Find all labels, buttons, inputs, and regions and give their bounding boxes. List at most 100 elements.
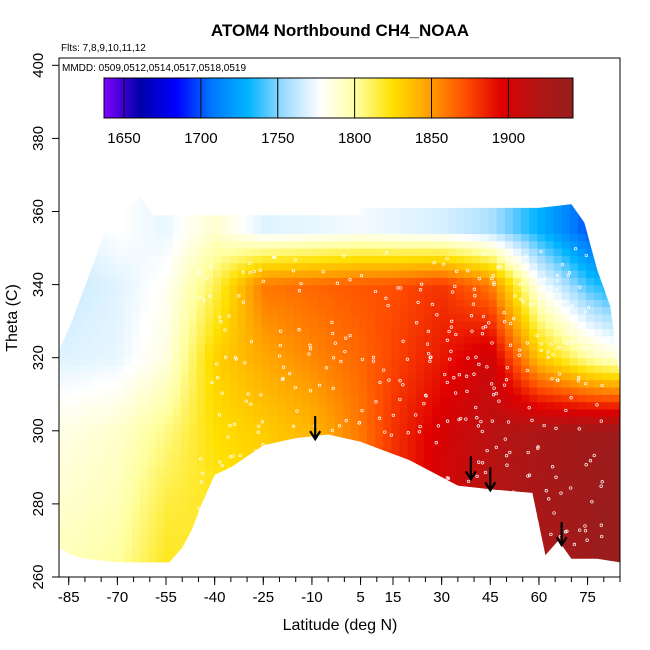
colorbar: 1650 1700 1750 1800 1850 1900 [103, 77, 574, 147]
heat-cell [253, 555, 263, 563]
observation-point [210, 380, 214, 385]
heat-cell [496, 401, 506, 410]
heat-cell [148, 211, 157, 220]
heat-cell [407, 204, 417, 213]
heat-cell [115, 438, 125, 447]
heat-cell [164, 489, 174, 498]
heat-cell [59, 438, 68, 447]
heat-cell [431, 321, 441, 330]
heat-cell [407, 467, 417, 476]
heat-cell [569, 423, 579, 432]
heat-cell [553, 277, 563, 286]
heat-cell [431, 452, 441, 461]
heat-cell [140, 481, 149, 490]
heat-cell [504, 540, 514, 549]
heat-cell [123, 357, 133, 366]
heat-cell [577, 233, 587, 242]
heat-cell [83, 416, 93, 425]
heat-cell [472, 350, 482, 359]
heat-cell [350, 218, 360, 227]
heat-cell [561, 474, 571, 483]
heat-cell [156, 226, 165, 235]
heat-cell [504, 511, 514, 520]
heat-cell [350, 328, 360, 337]
heat-cell [188, 503, 198, 512]
heat-cell [67, 269, 76, 278]
x-tick-label: -85 [58, 589, 80, 606]
heat-cell [269, 372, 279, 381]
heat-cell [221, 555, 230, 563]
heat-cell [59, 262, 68, 271]
heat-cell [83, 284, 93, 293]
heat-cell [285, 233, 295, 242]
heat-cell [496, 211, 506, 220]
heat-cell [115, 408, 125, 417]
heat-cell [285, 379, 295, 388]
heat-cell [537, 386, 547, 395]
heat-cell [488, 248, 498, 256]
heat-cell [164, 226, 174, 235]
heat-cell [569, 269, 579, 278]
heat-cell [610, 306, 619, 315]
heat-cell [334, 196, 344, 205]
heat-cell [440, 489, 449, 498]
heat-cell [91, 321, 101, 330]
observation-point [402, 542, 406, 546]
heat-cell [399, 518, 409, 527]
heat-cell [383, 481, 392, 490]
heat-cell [204, 503, 214, 512]
heat-cell [358, 555, 368, 563]
heat-cell [172, 401, 182, 410]
observation-point [588, 459, 593, 463]
heat-cell [59, 211, 68, 220]
heat-cell [350, 467, 360, 476]
heat-cell [180, 365, 190, 373]
heat-cell [91, 226, 101, 235]
observation-point [567, 306, 572, 310]
heat-cell [383, 555, 392, 563]
heat-cell [610, 525, 619, 534]
heat-cell [59, 291, 68, 300]
heat-cell [99, 350, 109, 359]
heat-cell [383, 438, 392, 447]
heat-cell [221, 430, 230, 439]
heat-cell [391, 438, 401, 447]
observation-point [449, 349, 453, 353]
heat-cell [610, 401, 619, 410]
observation-point [232, 422, 237, 426]
heat-cell [448, 452, 457, 461]
heat-cell [375, 255, 384, 264]
heat-cell [577, 533, 587, 542]
heat-cell [285, 262, 295, 271]
heat-cell [529, 357, 538, 366]
observation-point [554, 475, 558, 479]
heat-cell [594, 211, 603, 220]
heat-cell [277, 240, 287, 249]
heat-cell [342, 365, 352, 373]
heat-cell [594, 438, 603, 447]
heat-cell [456, 321, 465, 330]
heat-cell [415, 386, 425, 395]
heat-cell [610, 196, 619, 205]
heat-cell [326, 306, 336, 315]
heat-cell [172, 467, 182, 476]
heat-cell [577, 365, 587, 373]
heat-cell [423, 481, 433, 490]
heat-cell [585, 540, 595, 549]
heat-cell [334, 562, 344, 563]
heat-cell [261, 211, 271, 220]
observation-point [428, 497, 432, 502]
heat-cell [350, 313, 360, 322]
heat-cell [75, 547, 84, 556]
observation-point [547, 302, 551, 306]
heat-cell [156, 452, 165, 461]
heat-cell [529, 255, 538, 264]
heat-cell [448, 196, 457, 205]
heat-cell [456, 204, 465, 213]
heat-cell [115, 291, 125, 300]
heat-cell [423, 196, 433, 205]
heat-cell [342, 196, 352, 198]
heat-cell [67, 218, 76, 227]
heat-cell [480, 291, 490, 300]
heat-cell [148, 240, 157, 249]
